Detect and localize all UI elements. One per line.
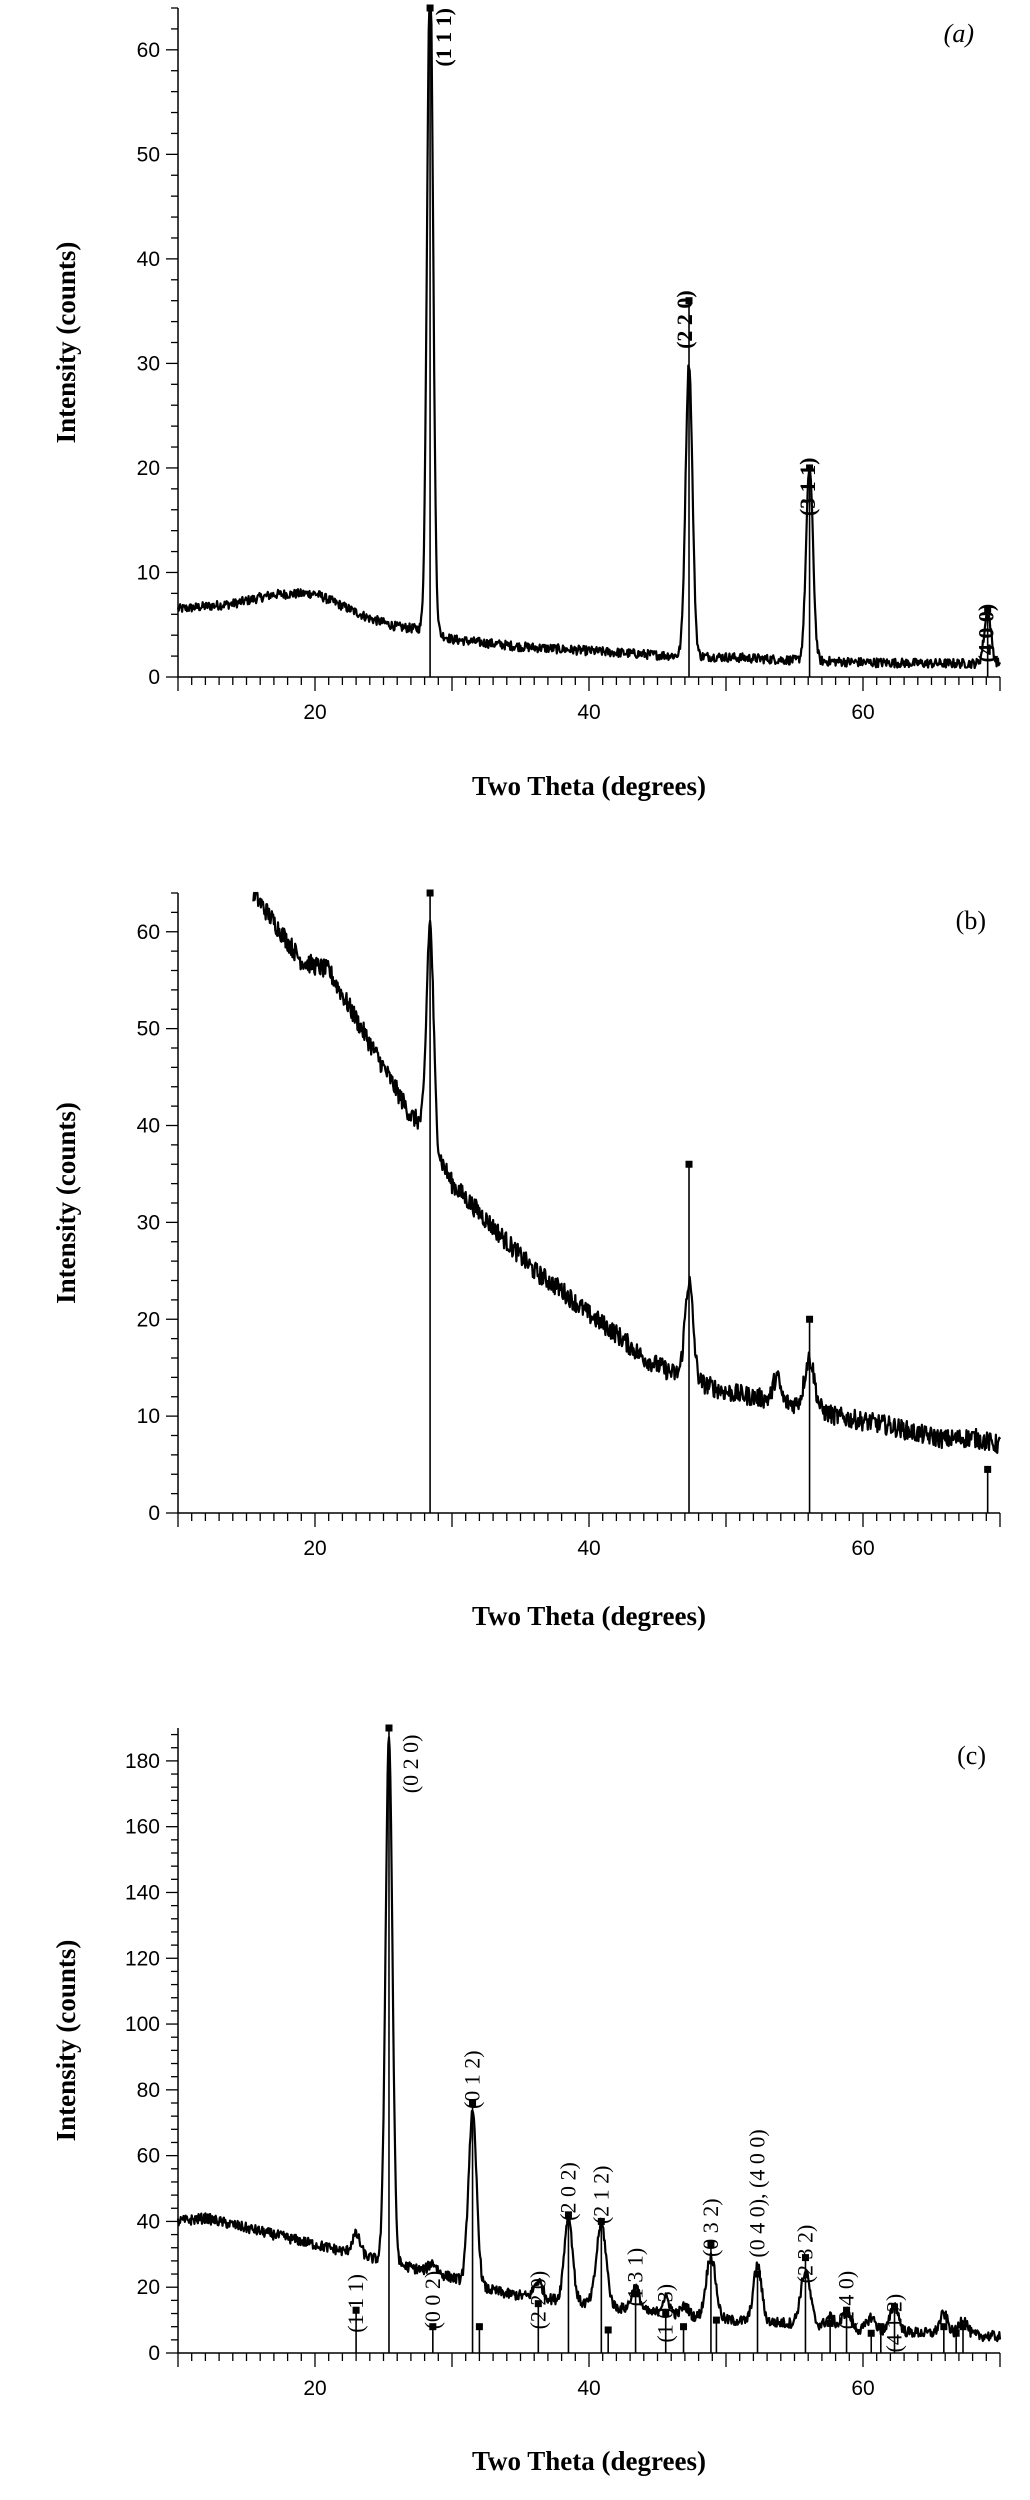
y-tick-label: 10 [137,1405,160,1428]
y-tick-label: 20 [137,1308,160,1331]
y-tick-label: 160 [125,1816,160,1839]
reference-marker [632,2290,640,2298]
reference-marker [806,1315,814,1323]
hkl-peak-label: (4 0 0) [973,604,998,663]
xrd-pattern-line [176,6,1002,670]
y-axis-title: Intensity (counts) [51,1102,81,1304]
reference-marker [604,2326,612,2334]
reference-marker [429,2323,437,2331]
x-tick-label: 60 [851,2377,874,2400]
y-tick-label: 20 [137,2276,160,2299]
y-tick-label: 50 [137,143,160,166]
xrd-pattern-line [252,891,1001,1454]
reference-marker [867,2329,875,2337]
hkl-peak-label: (2 4 0) [834,2271,859,2330]
y-tick-label: 0 [148,2342,160,2365]
y-tick-label: 30 [137,1211,160,1234]
y-tick-label: 20 [137,457,160,480]
x-tick-label: 20 [303,2377,326,2400]
reference-marker [385,1724,393,1732]
reference-marker [754,2270,762,2278]
hkl-peak-label: (0 1 2) [460,2050,485,2109]
panel-label: (b) [956,906,986,935]
hkl-peak-label: (4 1 2) [882,2294,907,2353]
reference-marker [469,2099,477,2107]
reference-marker [685,297,693,305]
reference-marker [352,2306,360,2314]
hkl-peak-label: (3 1 1) [795,457,820,516]
reference-marker [707,2240,715,2248]
reference-marker [680,2323,688,2331]
hkl-peak-label: (0 4 0), (4 0 0) [745,2129,770,2257]
reference-marker [940,2323,948,2331]
y-axis-title: Intensity (counts) [51,242,81,444]
reference-marker [959,2323,967,2331]
y-axis-title: Intensity (counts) [51,1940,81,2142]
hkl-peak-label: (1 0 3) [653,2284,678,2343]
xrd-panel-c: 20 40 60 0 20 40 60 80 100 120 140 160 180 Two Theta … [51,1724,1002,2476]
y-tick-label: 40 [137,2210,160,2233]
panel-label: (c) [957,1741,986,1770]
x-tick-label: 20 [303,701,326,724]
hkl-peak-label: (2 2 0) [525,2271,550,2330]
x-tick-label: 20 [303,1537,326,1560]
x-tick-label: 60 [851,701,874,724]
y-tick-label: 30 [137,352,160,375]
x-axis-title: Two Theta (degrees) [472,2446,706,2476]
reference-marker [952,2329,960,2337]
hkl-peak-label: (0 3 2) [698,2198,723,2257]
reference-marker [826,2319,834,2327]
hkl-peak-label: (2 0 2) [555,2162,580,2221]
reference-marker [801,2254,809,2262]
x-tick-label: 40 [577,1537,600,1560]
y-tick-label: 10 [137,561,160,584]
y-tick-label: 80 [137,2079,160,2102]
y-tick-label: 40 [137,248,160,271]
y-tick-label: 140 [125,1881,160,1904]
y-tick-label: 0 [148,1502,160,1525]
y-tick-label: 180 [125,1750,160,1773]
y-tick-label: 0 [148,666,160,689]
hkl-peak-label: (0 0 2) [420,2271,445,2330]
x-axis-title: Two Theta (degrees) [472,771,706,801]
xrd-panel-b: 20 40 60 0 10 20 30 40 50 60 Two Theta (degrees) In… [51,889,1001,1631]
reference-marker [877,2323,885,2331]
hkl-peak-label: (1 1 1) [431,8,456,67]
panel-label: (a) [944,19,974,48]
xrd-panel-a: 20 40 60 0 10 20 30 40 50 60 Two Theta (degrees) In… [51,4,1002,801]
reference-marker [984,1465,992,1473]
reference-marker [426,889,434,897]
x-tick-label: 40 [577,701,600,724]
xrd-pattern-line [176,1736,1002,2343]
reference-marker [712,2316,720,2324]
reference-marker [534,2300,542,2308]
y-tick-label: 120 [125,1947,160,1970]
reference-marker [475,2323,483,2331]
reference-marker [685,1160,693,1168]
hkl-peak-label: (1 3 1) [623,2248,648,2307]
y-tick-label: 40 [137,1115,160,1138]
y-tick-label: 50 [137,1018,160,1041]
hkl-peak-label: (1 1 1) [343,2274,368,2333]
reference-marker [662,2310,670,2318]
hkl-peak-label: (0 2 0) [398,1735,423,1794]
y-tick-label: 60 [137,39,160,62]
x-axis-title: Two Theta (degrees) [472,1601,706,1631]
reference-marker [984,605,992,613]
x-tick-label: 60 [851,1537,874,1560]
y-tick-label: 60 [137,921,160,944]
hkl-peak-label: (2 3 2) [792,2225,817,2284]
hkl-peak-label: (2 2 0) [672,290,697,349]
y-tick-label: 60 [137,2145,160,2168]
x-tick-label: 40 [577,2377,600,2400]
y-tick-label: 100 [125,2013,160,2036]
hkl-peak-label: (2 1 2) [588,2166,613,2225]
